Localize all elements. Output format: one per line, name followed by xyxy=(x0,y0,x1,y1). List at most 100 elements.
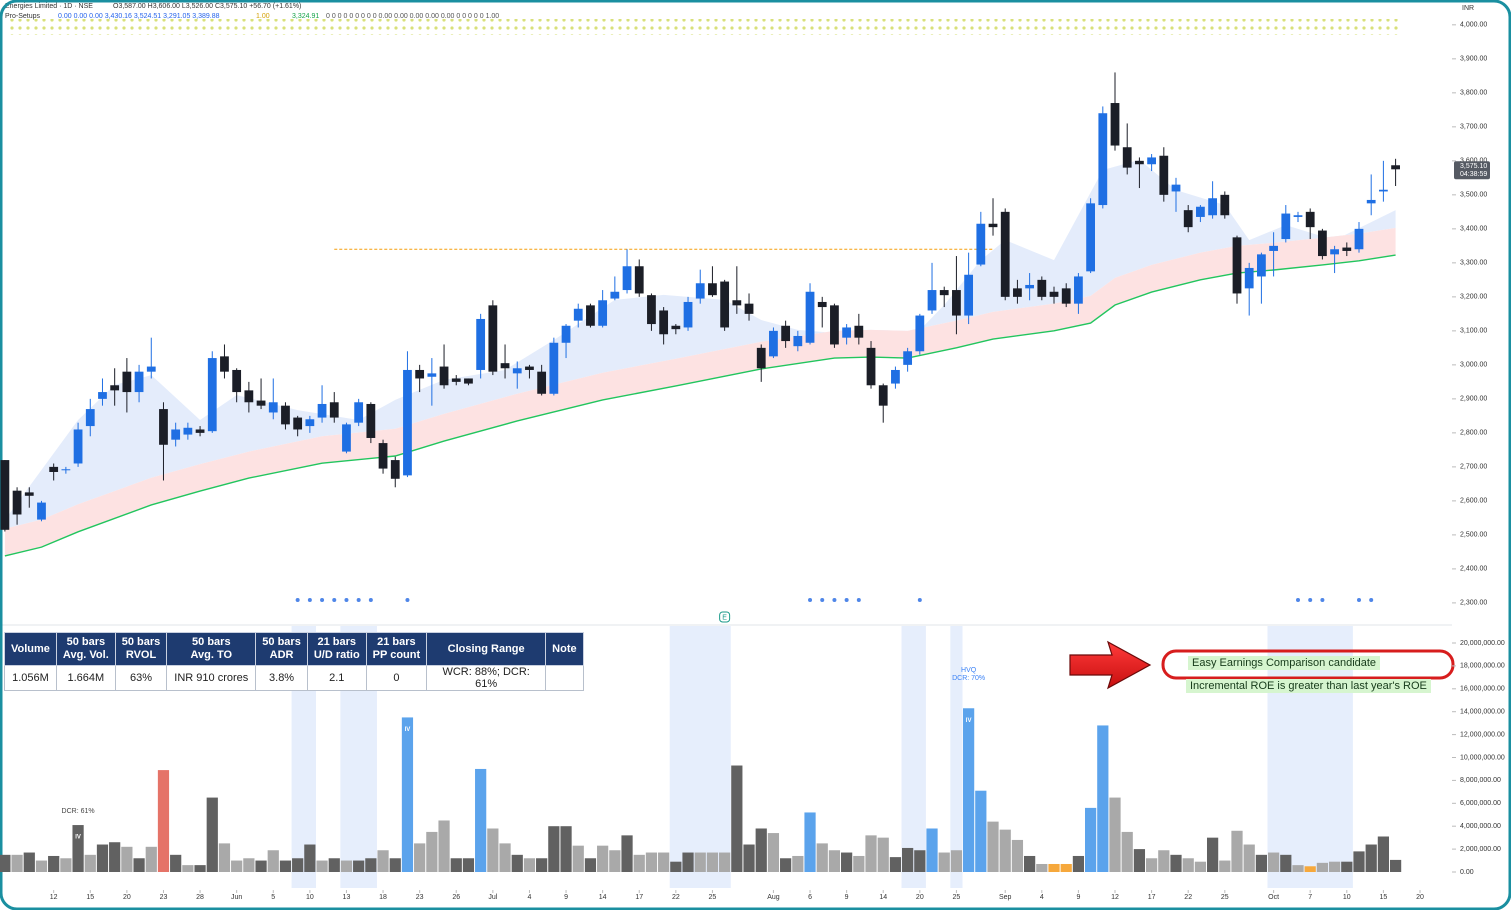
candle-body xyxy=(1159,155,1169,195)
volume-bar xyxy=(243,858,255,873)
td: INR 910 crores xyxy=(166,665,257,691)
volume-bar xyxy=(926,828,938,873)
volume-bar xyxy=(340,860,353,873)
candle-body xyxy=(1196,206,1205,217)
th: 21 bars U/D ratio xyxy=(306,632,367,666)
signal-dot xyxy=(1308,598,1313,602)
volume-bar xyxy=(35,860,48,873)
th: 21 bars PP count xyxy=(365,632,428,666)
signal-dot xyxy=(307,598,312,602)
candle-body xyxy=(1366,199,1376,204)
volume-bar xyxy=(1024,855,1036,873)
x-tick-label: Sep xyxy=(999,894,1012,901)
volume-annotation: IV xyxy=(405,727,411,733)
x-tick-label: Oct xyxy=(1268,894,1279,901)
x-tick-label: 6 xyxy=(808,894,812,901)
volume-bar xyxy=(1389,859,1402,873)
candle-body xyxy=(549,342,559,394)
signal-dot xyxy=(332,598,337,602)
x-tick-label: 9 xyxy=(845,894,849,901)
volume-bar xyxy=(462,858,475,873)
volume-bar xyxy=(1133,849,1146,873)
volume-bar xyxy=(816,843,828,873)
volume-tick-label: 4,000,000.00 xyxy=(1460,823,1501,830)
volume-bar xyxy=(475,768,487,873)
candle-body xyxy=(415,369,425,379)
signal-dot xyxy=(808,598,813,602)
volume-bar xyxy=(60,858,72,873)
x-tick-label: 17 xyxy=(635,894,643,901)
volume-bar xyxy=(792,855,804,873)
candle-body xyxy=(866,347,876,386)
candle-body xyxy=(1049,291,1059,297)
volume-note: DCR: 70% xyxy=(952,675,985,682)
candle-body xyxy=(1183,210,1193,228)
x-tick-label: 4 xyxy=(527,894,531,901)
candle-body xyxy=(586,305,595,326)
candle-body xyxy=(1281,213,1291,240)
volume-bar xyxy=(255,860,267,873)
candle-body xyxy=(561,325,571,343)
candle-body xyxy=(927,290,937,311)
candle-body xyxy=(634,266,644,294)
x-tick-label: Aug xyxy=(767,894,780,901)
volume-note: DCR: 61% xyxy=(62,808,95,815)
volume-bar xyxy=(645,852,658,873)
candle-body xyxy=(1220,194,1230,216)
candle-body xyxy=(878,385,888,406)
signal-dot xyxy=(820,598,825,602)
candle-body xyxy=(647,295,656,325)
volume-bar xyxy=(157,770,170,873)
volume-tick-label: 18,000,000.00 xyxy=(1460,663,1505,670)
candle-body xyxy=(988,223,998,228)
x-tick-label: 25 xyxy=(953,894,961,901)
y-tick-label: 3,200.00 xyxy=(1460,294,1487,301)
candle-body xyxy=(1293,215,1303,217)
td: WCR: 88%; DCR: 61% xyxy=(426,665,547,691)
volume-bar xyxy=(1011,839,1024,873)
candle-body xyxy=(817,301,827,308)
x-tick-label: 10 xyxy=(1343,894,1351,901)
volume-bar xyxy=(584,858,597,873)
volume-bar xyxy=(987,821,999,873)
candle-body xyxy=(744,303,754,314)
x-tick-label: 9 xyxy=(564,894,568,901)
volume-bar xyxy=(841,852,853,873)
candle-body xyxy=(781,325,791,342)
volume-bar xyxy=(133,858,145,873)
td: 3.8% xyxy=(255,665,308,691)
volume-bar xyxy=(1231,830,1243,873)
volume-bar xyxy=(401,717,414,873)
candle-body xyxy=(61,469,71,471)
x-tick-label: 18 xyxy=(379,894,387,901)
candle-body xyxy=(85,409,95,427)
volume-bar xyxy=(353,860,365,873)
candle-body xyxy=(195,429,205,433)
x-tick-label: 13 xyxy=(343,894,351,901)
indicator-name: Pro-Setups xyxy=(5,13,41,20)
th: Volume xyxy=(4,632,57,666)
volume-bar xyxy=(902,847,914,873)
volume-tick-label: 14,000,000.00 xyxy=(1460,709,1505,716)
candle-body xyxy=(134,371,144,393)
candle-body xyxy=(159,409,168,445)
candle-body xyxy=(671,325,681,330)
signal-dot xyxy=(1295,598,1300,602)
x-tick-label: 15 xyxy=(86,894,94,901)
volume-bar xyxy=(706,852,719,873)
y-tick-label: 2,600.00 xyxy=(1460,498,1487,505)
volume-bar xyxy=(889,857,902,873)
candle-body xyxy=(1342,247,1352,251)
volume-bar xyxy=(755,828,767,873)
y-tick-label: 2,300.00 xyxy=(1460,600,1487,607)
signal-dot xyxy=(832,598,837,602)
td: 1.664M xyxy=(55,665,116,691)
indicator-dots xyxy=(10,19,1400,35)
price-tag xyxy=(1454,161,1490,180)
volume-bar xyxy=(609,850,621,873)
candle-body xyxy=(98,392,107,399)
th: 50 bars Avg. Vol. xyxy=(55,632,116,666)
candle-body xyxy=(695,283,705,299)
volume-bar xyxy=(963,708,975,873)
candle-body xyxy=(1074,276,1083,304)
